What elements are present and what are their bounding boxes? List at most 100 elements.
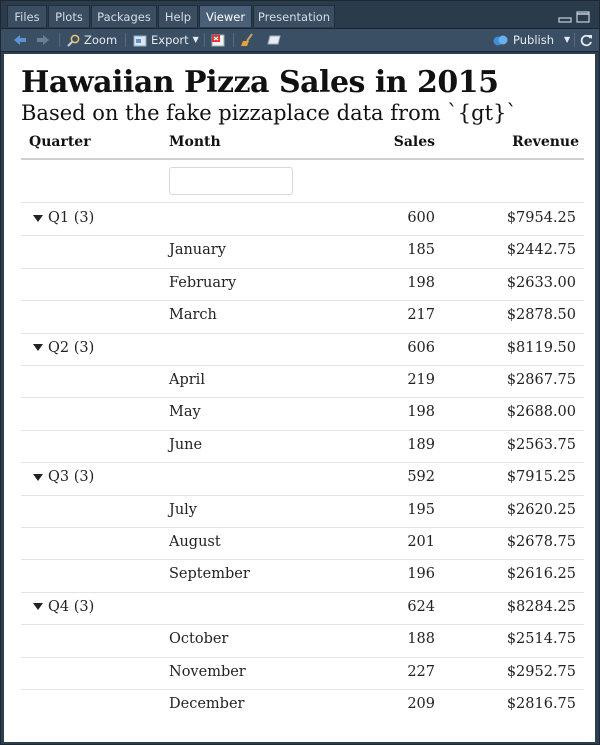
revenue-cell: $2616.25 — [506, 566, 576, 583]
row-divider — [21, 397, 584, 398]
month-cell: February — [169, 274, 237, 291]
row-divider — [21, 527, 584, 528]
export-button[interactable]: Export ▼ — [133, 29, 199, 51]
group-toggle[interactable]: Q2 (3) — [33, 340, 94, 356]
sales-cell: 185 — [407, 242, 435, 259]
sales-cell: 227 — [407, 663, 435, 680]
arrow-right-icon — [37, 35, 49, 45]
group-row[interactable]: Q2 (3) 606 $8119.50 — [21, 333, 584, 365]
export-icon — [133, 35, 147, 46]
group-sales: 606 — [407, 339, 435, 356]
tab-files[interactable]: Files — [7, 5, 47, 27]
group-toggle[interactable]: Q3 (3) — [33, 469, 94, 485]
month-cell: December — [169, 696, 245, 712]
table-row: August 201 $2678.75 — [21, 527, 584, 559]
minimize-icon[interactable] — [558, 17, 572, 23]
month-cell: April — [169, 372, 205, 388]
tab-viewer[interactable]: Viewer — [199, 5, 252, 27]
group-label: Q2 (3) — [48, 339, 95, 356]
table-row: October 188 $2514.75 — [21, 624, 584, 656]
clear-viewer-button[interactable] — [240, 29, 256, 51]
sales-cell: 195 — [407, 501, 435, 518]
row-divider — [21, 235, 584, 236]
revenue-cell: $2867.75 — [506, 372, 576, 388]
publish-button[interactable]: Publish ▼ — [492, 29, 570, 51]
zoom-label: Zoom — [84, 33, 118, 47]
column-header-quarter[interactable]: Quarter — [29, 134, 91, 150]
tab-presentation[interactable]: Presentation — [253, 5, 335, 27]
revenue-cell: $2878.50 — [506, 307, 576, 324]
remove-viewer-button[interactable] — [211, 29, 225, 51]
revenue-cell: $2563.75 — [506, 436, 576, 453]
tab-plots[interactable]: Plots — [48, 5, 90, 27]
popout-button[interactable] — [267, 29, 281, 51]
group-row[interactable]: Q3 (3) 592 $7915.25 — [21, 462, 584, 494]
sales-cell: 219 — [407, 372, 435, 388]
column-header-month[interactable]: Month — [169, 134, 221, 150]
header-divider — [21, 158, 584, 160]
month-filter-input[interactable] — [169, 167, 293, 195]
refresh-button[interactable] — [580, 29, 593, 51]
group-row[interactable]: Q1 (3) 600 $7954.25 — [21, 203, 584, 235]
caret-down-icon — [33, 214, 43, 222]
revenue-cell: $2514.75 — [506, 631, 576, 648]
zoom-icon — [67, 34, 80, 47]
revenue-cell: $2816.75 — [506, 696, 576, 712]
sales-cell: 198 — [407, 274, 435, 291]
table-row: December 209 $2816.75 — [21, 689, 584, 721]
table-row: April 219 $2867.75 — [21, 365, 584, 397]
revenue-cell: $2633.00 — [506, 274, 576, 291]
group-revenue: $8119.50 — [506, 339, 576, 356]
revenue-cell: $2442.75 — [506, 242, 576, 259]
chevron-down-icon: ▼ — [564, 35, 571, 44]
table-subtitle: Based on the fake pizzaplace data from `… — [21, 101, 517, 125]
month-cell: June — [169, 436, 203, 453]
row-divider — [21, 462, 584, 463]
month-cell: May — [169, 404, 201, 421]
remove-icon — [211, 34, 225, 46]
table-row: January 185 $2442.75 — [21, 235, 584, 267]
column-header-revenue[interactable]: Revenue — [512, 134, 579, 150]
publish-label: Publish — [513, 33, 554, 47]
refresh-icon — [580, 34, 592, 46]
maximize-icon[interactable] — [576, 11, 590, 23]
month-cell: July — [169, 501, 197, 518]
row-divider — [21, 592, 584, 593]
revenue-cell: $2952.75 — [506, 663, 576, 680]
table-title: Hawaiian Pizza Sales in 2015 — [21, 65, 499, 100]
sales-cell: 188 — [407, 631, 435, 648]
group-toggle[interactable]: Q1 (3) — [33, 210, 94, 226]
group-sales: 600 — [407, 210, 435, 226]
group-row[interactable]: Q4 (3) 624 $8284.25 — [21, 592, 584, 624]
tab-packages[interactable]: Packages — [91, 5, 157, 27]
tab-help[interactable]: Help — [158, 5, 198, 27]
forward-button[interactable] — [36, 29, 50, 51]
row-divider — [21, 559, 584, 560]
zoom-button[interactable]: Zoom — [67, 29, 117, 51]
month-cell: November — [169, 663, 246, 680]
back-button[interactable] — [13, 29, 27, 51]
group-label: Q1 (3) — [48, 210, 95, 226]
caret-down-icon — [33, 603, 43, 611]
row-divider — [21, 689, 584, 690]
row-divider — [21, 333, 584, 334]
broom-icon — [241, 33, 253, 46]
month-cell: September — [169, 566, 250, 583]
sales-cell: 209 — [407, 696, 435, 712]
row-divider — [21, 657, 584, 658]
publish-icon — [493, 35, 508, 45]
table-row: November 227 $2952.75 — [21, 657, 584, 689]
month-cell: January — [169, 242, 226, 259]
revenue-cell: $2678.75 — [506, 534, 576, 550]
export-label: Export — [151, 33, 189, 47]
table-row: March 217 $2878.50 — [21, 300, 584, 332]
row-divider — [21, 300, 584, 301]
table-row: May 198 $2688.00 — [21, 397, 584, 429]
sales-cell: 189 — [407, 436, 435, 453]
group-toggle[interactable]: Q4 (3) — [33, 599, 94, 615]
pane-tab-bar: Files Plots Packages Help Viewer Present… — [1, 1, 599, 29]
group-sales: 592 — [407, 469, 435, 486]
column-header-sales[interactable]: Sales — [393, 134, 435, 150]
month-cell: October — [169, 631, 229, 648]
